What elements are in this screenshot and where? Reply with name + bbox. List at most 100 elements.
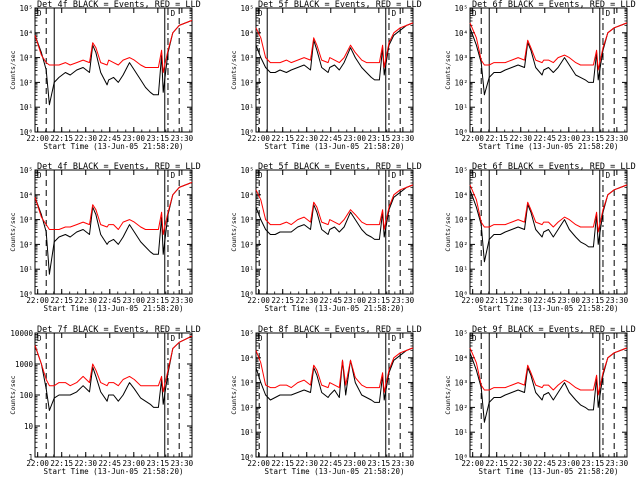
x-tick-label: 22:15 [50, 459, 73, 468]
x-tick-label: 22:30 [509, 459, 532, 468]
y-tick-label: 100 [19, 391, 33, 400]
x-tick-label: 23:00 [558, 134, 581, 143]
chart-title: Det 6f BLACK = Events, RED = LLD [472, 0, 636, 10]
x-tick-label: 22:45 [319, 459, 342, 468]
y-tick-label: 10³ [240, 54, 254, 63]
chart-panel: Det 9f BLACK = Events, RED = LLD 10⁰ 10¹ 10… [444, 325, 636, 476]
x-tick-label: 22:30 [509, 134, 532, 143]
y-axis-label: Counts/sec [444, 212, 452, 251]
series-line-lld [34, 335, 193, 393]
series-line-lld [469, 347, 628, 396]
x-tick-label: 22:30 [74, 296, 97, 305]
y-tick-label: 10¹ [240, 103, 254, 112]
y-tick-label: 10⁰ [240, 453, 254, 462]
event-marker: D [392, 171, 397, 180]
series-line-events [469, 22, 628, 96]
x-axis-label: Start Time (13-Jun-05 21:58:20) [44, 467, 184, 476]
y-tick-label: 10³ [454, 379, 468, 388]
y-tick-label: 10² [240, 78, 254, 87]
chart-panel: Det 4f BLACK = Events, RED = LLD 10⁰ 10¹ 10… [9, 0, 201, 151]
chart-title: Det 6f BLACK = Events, RED = LLD [472, 162, 636, 172]
x-tick-label: 22:30 [509, 296, 532, 305]
y-tick-label: 10⁴ [454, 29, 468, 38]
series-line-events [469, 347, 628, 423]
y-tick-label: 10¹ [19, 265, 33, 274]
plot-frame [255, 7, 414, 133]
series-line-lld [255, 184, 414, 230]
event-marker: D [171, 171, 176, 180]
x-tick-label: 23:15 [368, 134, 391, 143]
x-tick-label: 23:00 [344, 134, 367, 143]
y-tick-label: 10⁰ [454, 128, 468, 137]
chart-title: Det 4f BLACK = Events, RED = LLD [37, 162, 201, 172]
x-tick-label: 23:30 [392, 459, 415, 468]
x-tick-label: 23:00 [344, 459, 367, 468]
x-tick-label: 23:00 [558, 459, 581, 468]
y-axis-label: Counts/sec [9, 50, 17, 89]
event-marker: D [472, 334, 477, 343]
y-tick-label: 10³ [240, 216, 254, 225]
x-tick-label: 22:15 [485, 296, 508, 305]
y-tick-label: 10⁵ [240, 4, 254, 13]
x-tick-label: 23:00 [558, 296, 581, 305]
x-tick-label: 22:30 [295, 296, 318, 305]
y-tick-label: 10⁴ [19, 191, 33, 200]
series-line-lld [255, 347, 414, 393]
y-tick-label: 10⁰ [19, 128, 33, 137]
y-axis-label: Counts/sec [9, 212, 17, 251]
x-tick-label: 23:30 [606, 459, 629, 468]
x-tick-label: 23:30 [171, 459, 194, 468]
y-tick-label: 10⁴ [454, 191, 468, 200]
y-tick-label: 10⁰ [454, 453, 468, 462]
y-tick-label: 10² [19, 240, 33, 249]
chart-title: Det 5f BLACK = Events, RED = LLD [258, 162, 422, 172]
y-axis-label: Counts/sec [9, 375, 17, 414]
series-line-events [34, 181, 193, 275]
y-tick-label: 10³ [454, 216, 468, 225]
y-tick-label: 10⁴ [19, 29, 33, 38]
x-tick-label: 22:00 [461, 459, 484, 468]
y-tick-label: 10¹ [19, 103, 33, 112]
x-tick-label: 22:30 [74, 134, 97, 143]
y-tick-label: 10⁴ [240, 29, 254, 38]
y-axis-label: Counts/sec [444, 50, 452, 89]
chart-title: Det 7f BLACK = Events, RED = LLD [37, 325, 201, 335]
y-tick-label: 10¹ [454, 103, 468, 112]
event-marker: D [171, 9, 176, 18]
series-line-events [34, 335, 193, 411]
event-marker: D [258, 171, 263, 180]
y-tick-label: 10⁰ [240, 290, 254, 299]
chart-panel: Det 6f BLACK = Events, RED = LLD 10⁰ 10¹ 10… [444, 0, 636, 151]
event-marker: D [472, 9, 477, 18]
chart-title: Det 8f BLACK = Events, RED = LLD [258, 325, 422, 335]
x-tick-label: 23:00 [123, 134, 146, 143]
x-tick-label: 22:00 [26, 296, 49, 305]
x-tick-label: 23:15 [147, 296, 170, 305]
y-tick-label: 10² [19, 78, 33, 87]
x-tick-label: 22:00 [26, 459, 49, 468]
event-marker: D [37, 9, 42, 18]
y-tick-label: 10⁰ [240, 128, 254, 137]
x-axis-label: Start Time (13-Jun-05 21:58:20) [44, 142, 184, 151]
y-tick-label: 10 [24, 422, 34, 431]
x-tick-label: 22:00 [26, 134, 49, 143]
x-tick-label: 23:15 [582, 134, 605, 143]
x-tick-label: 22:45 [533, 459, 556, 468]
series-line-events [469, 184, 628, 263]
chart-panel: Det 5f BLACK = Events, RED = LLD 10⁰ 10¹ 10… [230, 162, 422, 313]
event-marker: D [606, 9, 611, 18]
x-tick-label: 23:30 [392, 134, 415, 143]
event-marker: D [472, 171, 477, 180]
x-tick-label: 22:15 [50, 296, 73, 305]
y-tick-label: 10³ [19, 54, 33, 63]
x-tick-label: 23:15 [582, 296, 605, 305]
chart-panel: Det 8f BLACK = Events, RED = LLD 10⁰ 10¹ 10… [230, 325, 422, 476]
y-tick-label: 1000 [15, 360, 34, 369]
x-axis-label: Start Time (13-Jun-05 21:58:20) [479, 467, 619, 476]
x-tick-label: 22:30 [295, 459, 318, 468]
x-axis-label: Start Time (13-Jun-05 21:58:20) [44, 304, 184, 313]
event-marker: D [258, 334, 263, 343]
x-tick-label: 22:30 [74, 459, 97, 468]
y-tick-label: 10⁵ [240, 329, 254, 338]
x-tick-label: 22:45 [533, 296, 556, 305]
